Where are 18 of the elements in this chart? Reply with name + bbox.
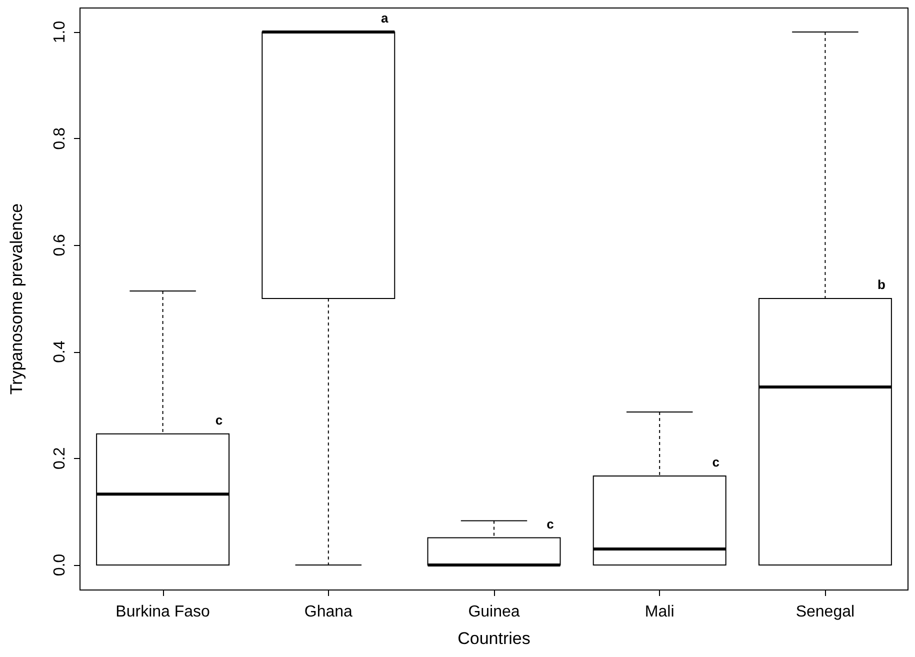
x-axis-title: Countries xyxy=(458,629,530,648)
x-tick-label: Burkina Faso xyxy=(116,604,210,620)
annotation: b xyxy=(877,276,886,292)
y-tick-label: 0.0 xyxy=(52,554,68,576)
x-tick-label: Ghana xyxy=(304,604,353,620)
annotation: c xyxy=(546,516,554,532)
x-tick-label: Senegal xyxy=(796,604,855,620)
x-tick-label: Mali xyxy=(644,604,674,620)
y-axis-title: Trypanosome prevalence xyxy=(7,203,26,395)
y-tick-label: 0.8 xyxy=(52,127,68,150)
y-tick-label: 1.0 xyxy=(52,20,68,44)
annotation: c xyxy=(215,412,223,428)
annotation: a xyxy=(381,10,390,26)
y-tick-label: 0.2 xyxy=(52,447,68,470)
x-tick-label: Guinea xyxy=(468,604,520,620)
annotation: c xyxy=(712,454,720,470)
y-tick-label: 0.6 xyxy=(52,234,68,256)
y-tick-label: 0.4 xyxy=(52,340,68,363)
